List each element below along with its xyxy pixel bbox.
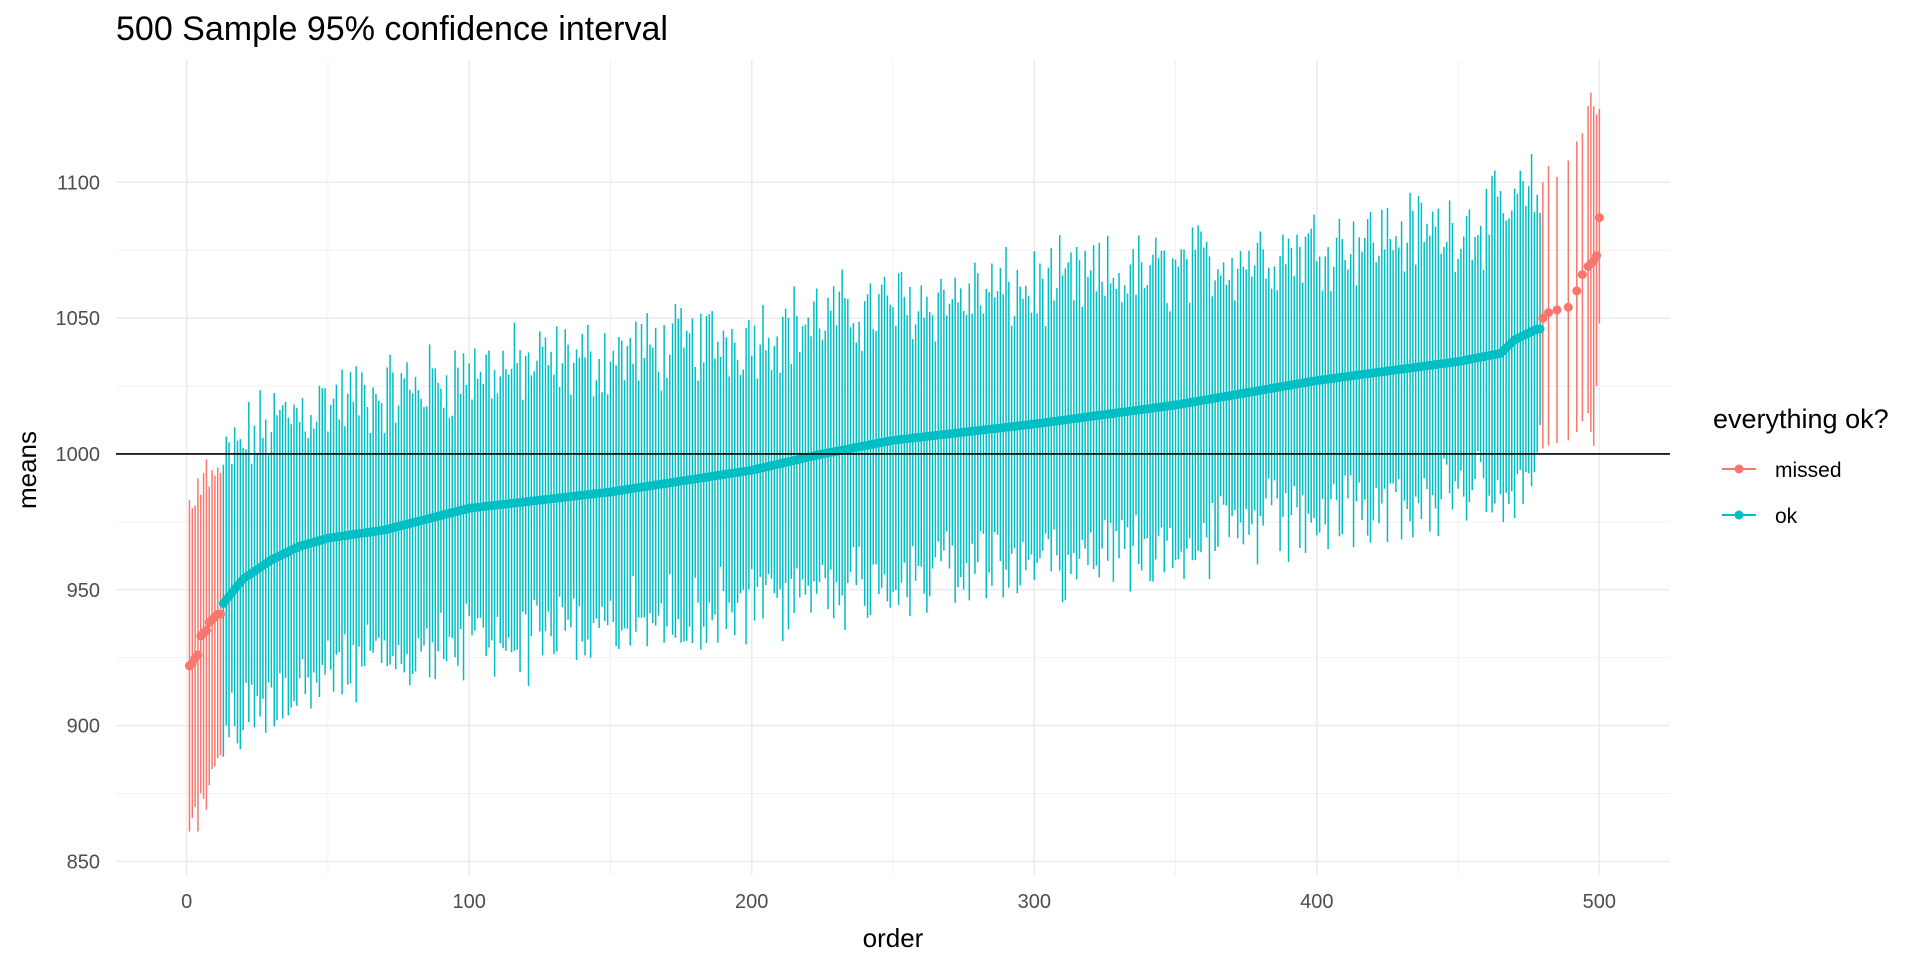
missed-mean-point (1577, 270, 1587, 280)
missed-mean-point (1538, 313, 1548, 323)
legend-key-missed-dot (1734, 464, 1744, 474)
missed-mean-point (201, 626, 211, 635)
missed-mean-point (1572, 286, 1582, 296)
missed-mean-point (1544, 308, 1554, 318)
x-tick-label: 200 (735, 891, 768, 913)
x-tick-label: 500 (1583, 891, 1616, 913)
tick-labels-layer: 0 100 200 300 400 500 850 900 950 1000 1050 1100 (56, 172, 1617, 913)
x-tick-label: 0 (181, 891, 192, 913)
missed-mean-point (216, 609, 226, 619)
error-bars-layer (188, 92, 1601, 832)
legend-key-ok-dot (1734, 510, 1744, 520)
x-tick-label: 300 (1018, 891, 1051, 913)
missed-mean-point (1552, 305, 1562, 315)
y-tick-label: 950 (67, 580, 100, 602)
legend: everything ok? missed ok (1713, 404, 1889, 528)
y-tick-label: 850 (67, 851, 100, 873)
y-axis-title: means (12, 431, 42, 509)
y-tick-label: 1050 (56, 308, 101, 330)
y-tick-label: 900 (67, 716, 100, 738)
legend-label-missed: missed (1775, 459, 1842, 482)
chart-title: 500 Sample 95% confidence interval (116, 10, 668, 48)
mean-points-layer (184, 213, 1604, 671)
y-tick-label: 1100 (57, 172, 100, 194)
missed-mean-point (1594, 213, 1604, 223)
legend-item-missed[interactable]: missed (1722, 459, 1842, 482)
legend-item-ok[interactable]: ok (1722, 505, 1798, 528)
y-tick-label: 1000 (56, 444, 101, 466)
x-tick-label: 400 (1300, 891, 1333, 913)
x-tick-label: 100 (452, 891, 485, 913)
legend-label-ok: ok (1775, 505, 1798, 528)
missed-mean-point (193, 650, 203, 660)
ok-mean-point (1535, 324, 1545, 334)
legend-title: everything ok? (1713, 404, 1889, 434)
missed-mean-point (1563, 302, 1573, 312)
x-axis-title: order (863, 923, 924, 953)
missed-mean-point (1592, 251, 1602, 261)
